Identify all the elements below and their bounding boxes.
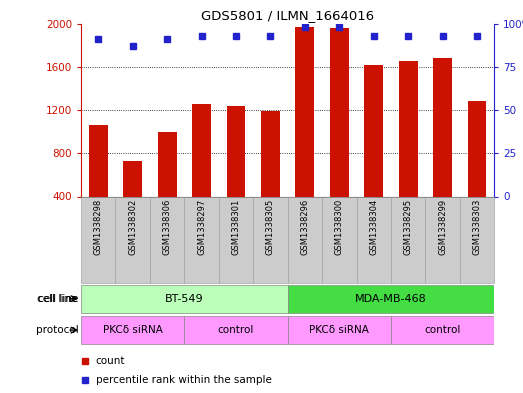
- Text: cell line: cell line: [38, 294, 78, 304]
- Text: GSM1338306: GSM1338306: [163, 199, 172, 255]
- Bar: [261, 111, 280, 196]
- Bar: [226, 106, 245, 196]
- Text: PKCδ siRNA: PKCδ siRNA: [103, 325, 163, 335]
- Text: percentile rank within the sample: percentile rank within the sample: [96, 375, 271, 386]
- Bar: [391, 316, 494, 344]
- Text: GSM1338296: GSM1338296: [300, 199, 310, 255]
- Text: count: count: [96, 356, 125, 366]
- Text: protocol: protocol: [36, 325, 78, 335]
- Bar: [330, 28, 349, 196]
- Bar: [192, 104, 211, 196]
- Bar: [468, 101, 486, 196]
- Bar: [288, 285, 494, 313]
- Bar: [399, 61, 418, 196]
- Bar: [364, 64, 383, 196]
- Text: GSM1338299: GSM1338299: [438, 199, 447, 255]
- Title: GDS5801 / ILMN_1664016: GDS5801 / ILMN_1664016: [201, 9, 374, 22]
- Text: MDA-MB-468: MDA-MB-468: [355, 294, 427, 304]
- Bar: [288, 316, 391, 344]
- Text: GSM1338297: GSM1338297: [197, 199, 206, 255]
- Bar: [219, 196, 253, 283]
- Text: GSM1338300: GSM1338300: [335, 199, 344, 255]
- Bar: [123, 161, 142, 196]
- Bar: [253, 196, 288, 283]
- Text: cell line: cell line: [37, 294, 77, 304]
- Text: GSM1338302: GSM1338302: [128, 199, 137, 255]
- Text: GSM1338303: GSM1338303: [472, 199, 482, 255]
- Bar: [81, 316, 184, 344]
- Bar: [357, 196, 391, 283]
- Text: GSM1338304: GSM1338304: [369, 199, 378, 255]
- Bar: [184, 316, 288, 344]
- Bar: [89, 125, 108, 196]
- Text: BT-549: BT-549: [165, 294, 203, 304]
- Text: control: control: [424, 325, 461, 335]
- Text: GSM1338301: GSM1338301: [232, 199, 241, 255]
- Text: control: control: [218, 325, 254, 335]
- Text: GSM1338298: GSM1338298: [94, 199, 103, 255]
- Text: PKCδ siRNA: PKCδ siRNA: [310, 325, 369, 335]
- Bar: [295, 27, 314, 196]
- Bar: [81, 285, 288, 313]
- Bar: [322, 196, 357, 283]
- Bar: [157, 132, 177, 196]
- Bar: [184, 196, 219, 283]
- Text: GSM1338305: GSM1338305: [266, 199, 275, 255]
- Text: GSM1338295: GSM1338295: [404, 199, 413, 255]
- Bar: [288, 196, 322, 283]
- Bar: [116, 196, 150, 283]
- Bar: [460, 196, 494, 283]
- Bar: [81, 196, 116, 283]
- Bar: [391, 196, 425, 283]
- Bar: [425, 196, 460, 283]
- Bar: [150, 196, 184, 283]
- Bar: [433, 58, 452, 196]
